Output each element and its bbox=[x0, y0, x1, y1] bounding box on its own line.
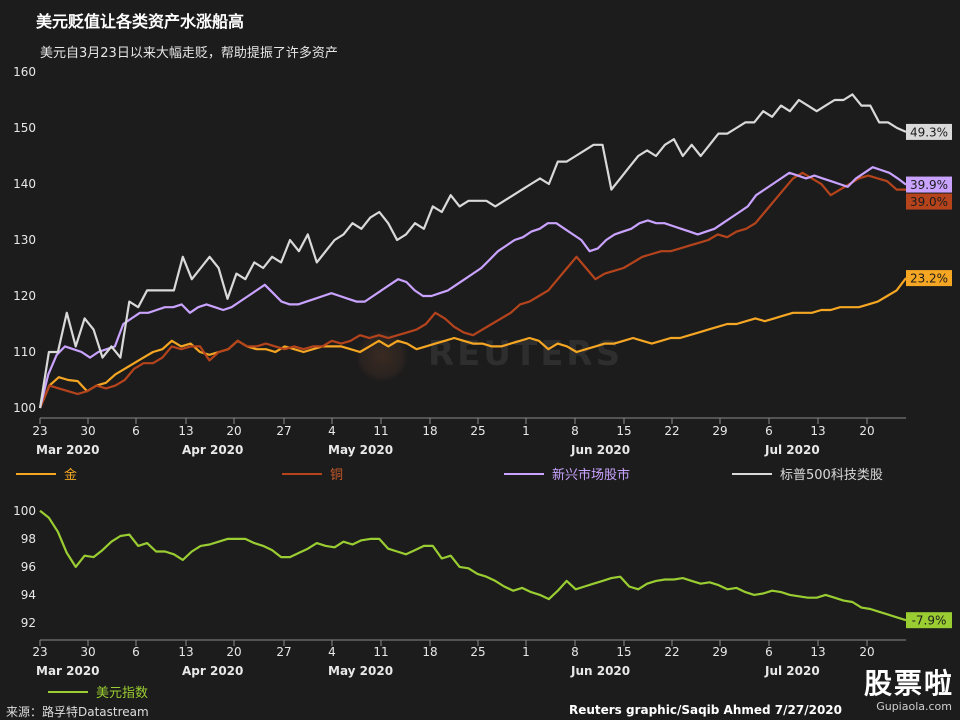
source-note: 来源：路孚特Datastream bbox=[6, 705, 149, 719]
legend-sp-tech: 标普500科技类股 bbox=[732, 464, 883, 483]
top-xtick-label: 22 bbox=[664, 424, 679, 438]
site-badge-logo: 股票啦 bbox=[863, 667, 954, 700]
top-xtick-label: 18 bbox=[422, 424, 437, 438]
bottom-xtick-label: 20 bbox=[859, 645, 874, 659]
top-xtick-label: 6 bbox=[765, 424, 773, 438]
bottom-xtick-label: 27 bbox=[276, 645, 291, 659]
top-ytick-label: 110 bbox=[13, 345, 36, 359]
copper-end-label: 39.0% bbox=[910, 195, 948, 209]
bottom-month-label: May 2020 bbox=[328, 664, 393, 678]
bottom-xtick-label: 6 bbox=[132, 645, 140, 659]
top-xtick-label: 25 bbox=[470, 424, 485, 438]
chart-subtitle: 美元自3月23日以来大幅走贬，帮助提振了许多资产 bbox=[40, 46, 338, 61]
top-ytick-label: 120 bbox=[13, 289, 36, 303]
bottom-xtick-label: 15 bbox=[616, 645, 631, 659]
legend-copper: 铜 bbox=[282, 464, 343, 483]
copper-line bbox=[38, 171, 906, 409]
bottom-xtick-label: 4 bbox=[328, 645, 336, 659]
top-ytick-label: 150 bbox=[13, 121, 36, 135]
legend-copper-label: 铜 bbox=[330, 468, 344, 483]
bottom-ytick-label: 98 bbox=[21, 532, 36, 546]
top-ytick-label: 100 bbox=[13, 401, 36, 415]
top-month-label: Mar 2020 bbox=[36, 443, 100, 457]
site-badge-url: Gupiaola.com bbox=[876, 700, 952, 713]
bottom-xtick-label: 13 bbox=[178, 645, 193, 659]
top-xtick-label: 13 bbox=[810, 424, 825, 438]
bottom-ytick-label: 92 bbox=[21, 616, 36, 630]
site-badge: 股票啦 Gupiaola.com bbox=[842, 662, 960, 720]
legend-gold-label: 金 bbox=[64, 468, 78, 483]
bottom-xtick-label: 23 bbox=[32, 645, 47, 659]
top-xtick-label: 30 bbox=[80, 424, 95, 438]
top-xtick-label: 13 bbox=[178, 424, 193, 438]
bottom-xtick-label: 1 bbox=[522, 645, 530, 659]
top-xtick-label: 29 bbox=[712, 424, 727, 438]
bottom-xtick-label: 29 bbox=[712, 645, 727, 659]
top-xtick-label: 6 bbox=[132, 424, 140, 438]
legend-gold: 金 bbox=[16, 464, 77, 483]
bottom-xtick-label: 8 bbox=[571, 645, 579, 659]
top-xtick-label: 20 bbox=[226, 424, 241, 438]
bottom-xtick-label: 6 bbox=[765, 645, 773, 659]
legend-em-stocks-label: 新兴市场股市 bbox=[552, 468, 631, 483]
top-month-label: Apr 2020 bbox=[182, 443, 243, 457]
top-ytick-label: 130 bbox=[13, 233, 36, 247]
bottom-month-label: Jun 2020 bbox=[570, 664, 630, 678]
sp-tech-end-label-box bbox=[906, 123, 952, 140]
top-ytick-label: 160 bbox=[13, 65, 36, 79]
dollar-index-end-label-box bbox=[906, 612, 952, 629]
reuters-globe-icon bbox=[356, 330, 408, 382]
sp-tech-end-label: 49.3% bbox=[910, 125, 948, 139]
bottom-xtick-label: 18 bbox=[422, 645, 437, 659]
top-month-label: Jul 2020 bbox=[764, 443, 820, 457]
legend-copper-swatch bbox=[282, 472, 322, 475]
legend-dxy-label: 美元指数 bbox=[96, 686, 149, 701]
top-xtick-label: 20 bbox=[859, 424, 874, 438]
bottom-xtick-label: 11 bbox=[373, 645, 388, 659]
top-xtick-label: 27 bbox=[276, 424, 291, 438]
top-xtick-label: 1 bbox=[522, 424, 530, 438]
top-xtick-label: 23 bbox=[32, 424, 47, 438]
gold-end-label-box bbox=[906, 270, 952, 287]
bottom-ytick-label: 94 bbox=[21, 588, 36, 602]
bottom-xtick-label: 22 bbox=[664, 645, 679, 659]
top-xtick-label: 15 bbox=[616, 424, 631, 438]
legend-gold-swatch bbox=[16, 472, 56, 475]
legend-dxy: 美元指数 bbox=[48, 682, 148, 701]
bottom-xtick-label: 13 bbox=[810, 645, 825, 659]
top-month-label: Jun 2020 bbox=[570, 443, 630, 457]
top-xtick-label: 11 bbox=[373, 424, 388, 438]
legend-em-stocks-swatch bbox=[504, 472, 544, 475]
bottom-xtick-label: 20 bbox=[226, 645, 241, 659]
top-xtick-label: 8 bbox=[571, 424, 579, 438]
em-stocks-end-label: 39.9% bbox=[910, 178, 948, 192]
gold-line bbox=[38, 277, 907, 409]
top-ytick-label: 140 bbox=[13, 177, 36, 191]
bottom-ytick-label: 96 bbox=[21, 560, 36, 574]
chart-title: 美元贬值让各类资产水涨船高 bbox=[36, 12, 245, 31]
top-month-label: May 2020 bbox=[328, 443, 393, 457]
gold-end-label: 23.2% bbox=[910, 272, 948, 286]
bottom-month-label: Apr 2020 bbox=[182, 664, 243, 678]
dollar-index-end-label: -7.9% bbox=[912, 614, 947, 628]
legend-em-stocks: 新兴市场股市 bbox=[504, 464, 630, 483]
bottom-xtick-label: 25 bbox=[470, 645, 485, 659]
bottom-month-label: Mar 2020 bbox=[36, 664, 100, 678]
em-stocks-line bbox=[38, 166, 907, 409]
bottom-xtick-label: 30 bbox=[80, 645, 95, 659]
top-xtick-label: 4 bbox=[328, 424, 336, 438]
dollar-index-line bbox=[39, 509, 907, 622]
copper-end-label-box bbox=[906, 193, 952, 210]
bottom-ytick-label: 100 bbox=[13, 504, 36, 518]
em-stocks-end-label-box bbox=[906, 176, 952, 193]
legend-sp-tech-label: 标普500科技类股 bbox=[780, 468, 883, 483]
credit-note: Reuters graphic/Saqib Ahmed 7/27/2020 bbox=[568, 703, 842, 717]
sp-tech-line bbox=[38, 93, 907, 409]
legend-dxy-swatch bbox=[48, 690, 88, 693]
legend-sp-tech-swatch bbox=[732, 472, 772, 475]
bottom-month-label: Jul 2020 bbox=[764, 664, 820, 678]
